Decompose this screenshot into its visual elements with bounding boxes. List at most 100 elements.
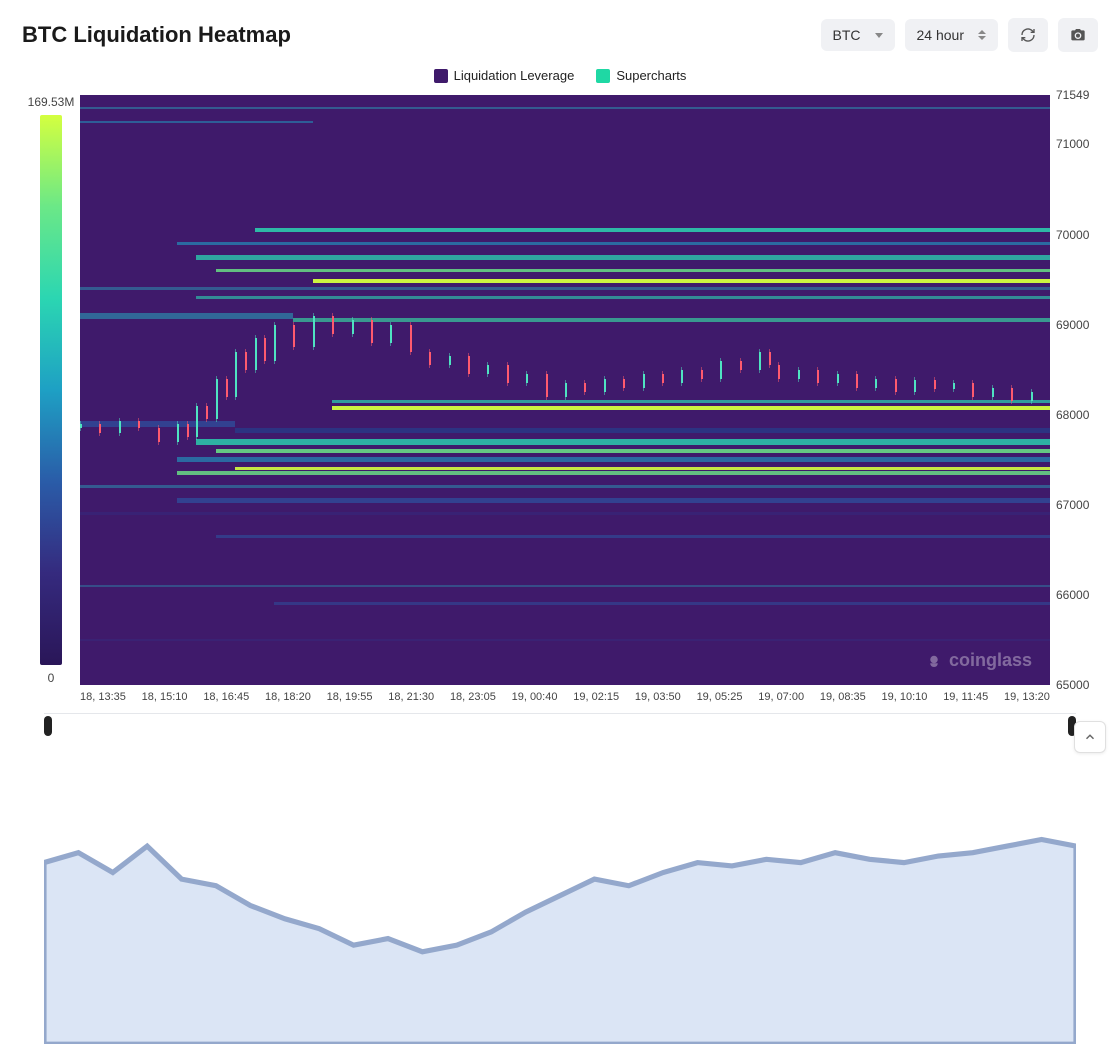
candle-wick xyxy=(206,403,207,423)
y-tick: 67000 xyxy=(1056,498,1089,512)
colorbar-gradient xyxy=(40,115,62,665)
x-tick: 18, 18:20 xyxy=(265,691,311,703)
candle-wick xyxy=(914,377,915,395)
y-tick: 65000 xyxy=(1056,678,1089,692)
x-tick: 19, 02:15 xyxy=(573,691,619,703)
heat-band xyxy=(313,279,1050,283)
screenshot-button[interactable] xyxy=(1058,18,1098,52)
x-tick: 18, 16:45 xyxy=(203,691,249,703)
candle-wick xyxy=(390,322,391,346)
x-tick: 18, 15:10 xyxy=(142,691,188,703)
refresh-icon xyxy=(1020,27,1036,43)
heat-band xyxy=(196,439,1050,445)
candle-wick xyxy=(507,362,508,386)
heat-band xyxy=(80,512,1050,515)
y-tick: 71549 xyxy=(1056,88,1089,102)
candle-wick xyxy=(352,317,353,337)
mini-area-chart xyxy=(44,714,1076,1044)
candle-wick xyxy=(449,353,450,368)
candle-wick xyxy=(216,376,217,423)
heat-band xyxy=(177,471,1050,475)
heatmap-chart[interactable]: coinglass xyxy=(80,95,1050,685)
candle-wick xyxy=(1031,389,1032,404)
candle-wick xyxy=(740,358,741,373)
heat-band xyxy=(255,228,1050,232)
candle-wick xyxy=(546,371,547,400)
candle-wick xyxy=(468,353,469,377)
page-title: BTC Liquidation Heatmap xyxy=(22,22,291,48)
mini-overview[interactable] xyxy=(44,713,1076,745)
heat-band xyxy=(80,107,1050,109)
watermark: coinglass xyxy=(925,650,1032,671)
candle-wick xyxy=(138,418,139,431)
heat-band xyxy=(80,121,313,123)
candle-wick xyxy=(99,421,100,436)
heat-band xyxy=(235,428,1050,433)
heat-band xyxy=(177,498,1050,503)
x-tick: 18, 19:55 xyxy=(327,691,373,703)
candle-wick xyxy=(526,371,527,386)
legend-label: Liquidation Leverage xyxy=(454,68,575,83)
candle-wick xyxy=(177,421,178,445)
legend-item[interactable]: Liquidation Leverage xyxy=(434,68,575,83)
candle-wick xyxy=(778,362,779,382)
candle-wick xyxy=(837,371,838,386)
y-tick: 66000 xyxy=(1056,588,1089,602)
candle-wick xyxy=(245,349,246,373)
candle-wick xyxy=(235,349,236,400)
x-tick: 19, 08:35 xyxy=(820,691,866,703)
candle-wick xyxy=(255,335,256,373)
candle-wick xyxy=(332,313,333,337)
x-tick: 19, 00:40 xyxy=(512,691,558,703)
candle-wick xyxy=(487,362,488,377)
legend-item[interactable]: Supercharts xyxy=(596,68,686,83)
candle-wick xyxy=(769,349,770,369)
scroll-top-button[interactable] xyxy=(1074,721,1106,753)
x-tick: 19, 05:25 xyxy=(697,691,743,703)
range-dropdown[interactable]: 24 hour xyxy=(905,19,998,51)
heat-band xyxy=(80,585,1050,587)
legend: Liquidation Leverage Supercharts xyxy=(0,64,1120,95)
candle-wick xyxy=(313,313,314,351)
x-axis: 18, 13:35 18, 15:10 18, 16:45 18, 18:20 18, … xyxy=(80,685,1050,703)
heat-band xyxy=(177,242,1050,245)
heat-band xyxy=(177,457,1050,462)
x-tick: 19, 03:50 xyxy=(635,691,681,703)
candle-wick xyxy=(371,317,372,346)
candle-wick xyxy=(187,421,188,441)
range-value: 24 hour xyxy=(917,27,964,43)
heat-band xyxy=(332,400,1050,403)
heat-band xyxy=(274,602,1050,605)
candle-wick xyxy=(196,403,197,441)
colorbar: 169.53M 0 xyxy=(22,95,80,685)
heat-band xyxy=(216,449,1050,453)
heat-band xyxy=(235,467,1050,470)
candle-wick xyxy=(226,376,227,400)
heat-band xyxy=(80,287,1050,290)
x-tick: 19, 10:10 xyxy=(882,691,928,703)
heat-band xyxy=(80,313,293,319)
heat-band xyxy=(216,535,1050,538)
y-tick: 69000 xyxy=(1056,318,1089,332)
mini-handle-left[interactable] xyxy=(44,716,52,736)
candle-wick xyxy=(701,367,702,382)
candle-wick xyxy=(293,322,294,351)
x-tick: 18, 23:05 xyxy=(450,691,496,703)
candle-wick xyxy=(720,358,721,382)
x-tick: 19, 13:20 xyxy=(1004,691,1050,703)
candle-wick xyxy=(604,376,605,396)
candle-wick xyxy=(817,367,818,387)
chevron-down-icon xyxy=(875,33,883,38)
refresh-button[interactable] xyxy=(1008,18,1048,52)
candle-wick xyxy=(875,376,876,391)
candle-wick xyxy=(934,377,935,392)
candle-wick xyxy=(119,418,120,436)
x-tick: 18, 13:35 xyxy=(80,691,126,703)
y-axis: 7154971000700006900068000670006600065000 xyxy=(1050,95,1098,685)
candle-wick xyxy=(429,349,430,369)
candle-wick xyxy=(643,371,644,391)
y-tick: 68000 xyxy=(1056,408,1089,422)
chevron-up-icon xyxy=(1083,730,1097,744)
symbol-dropdown[interactable]: BTC xyxy=(821,19,895,51)
candle-wick xyxy=(274,322,275,364)
